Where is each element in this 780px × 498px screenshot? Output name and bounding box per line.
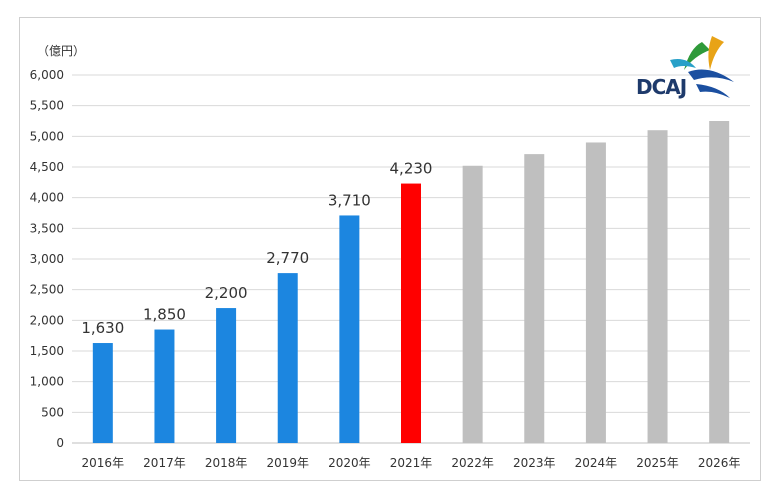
- data-label: 2,200: [205, 284, 248, 302]
- x-tick-label: 2023年: [513, 456, 556, 470]
- y-tick-label: 5,000: [30, 129, 64, 143]
- x-tick-label: 2017年: [143, 456, 186, 470]
- x-tick-label: 2026年: [698, 456, 741, 470]
- bar: [524, 154, 545, 443]
- y-tick-label: 1,500: [30, 344, 64, 358]
- bar: [647, 130, 668, 443]
- bar: [585, 142, 606, 443]
- bar: [401, 183, 421, 443]
- y-tick-label: 500: [41, 405, 64, 419]
- x-tick-label: 2018年: [205, 456, 248, 470]
- x-tick-label: 2016年: [82, 456, 125, 470]
- y-axis-unit-label: （億円）: [37, 44, 86, 58]
- bar: [339, 215, 360, 443]
- bar: [277, 273, 298, 443]
- y-tick-label: 3,000: [30, 252, 64, 266]
- bar: [216, 308, 237, 443]
- y-tick-label: 6,000: [30, 68, 64, 82]
- bar: [709, 121, 730, 443]
- chart-frame: [19, 17, 761, 481]
- data-label: 3,710: [328, 191, 371, 209]
- y-tick-label: 2,500: [30, 283, 64, 297]
- data-label: 1,850: [143, 306, 186, 324]
- x-tick-label: 2021年: [390, 456, 433, 470]
- dcaj-logo: DCAJ: [630, 30, 742, 102]
- bar: [462, 165, 483, 444]
- data-label: 1,630: [81, 319, 124, 337]
- y-tick-label: 4,500: [30, 160, 64, 174]
- y-tick-label: 1,000: [30, 375, 64, 389]
- data-label: 2,770: [266, 249, 309, 267]
- bar: [154, 329, 175, 443]
- x-tick-label: 2019年: [266, 456, 309, 470]
- logo-text: DCAJ: [636, 75, 687, 99]
- x-tick-label: 2024年: [575, 456, 618, 470]
- y-tick-label: 0: [56, 436, 64, 450]
- x-tick-label: 2022年: [451, 456, 494, 470]
- y-tick-label: 3,500: [30, 221, 64, 235]
- y-tick-label: 4,000: [30, 191, 64, 205]
- y-tick-label: 2,000: [30, 313, 64, 327]
- dcaj-logo-mark: [670, 36, 734, 98]
- data-label: 4,230: [390, 160, 433, 178]
- bar: [92, 343, 113, 443]
- y-tick-label: 5,500: [30, 99, 64, 113]
- x-tick-label: 2025年: [636, 456, 679, 470]
- x-tick-label: 2020年: [328, 456, 371, 470]
